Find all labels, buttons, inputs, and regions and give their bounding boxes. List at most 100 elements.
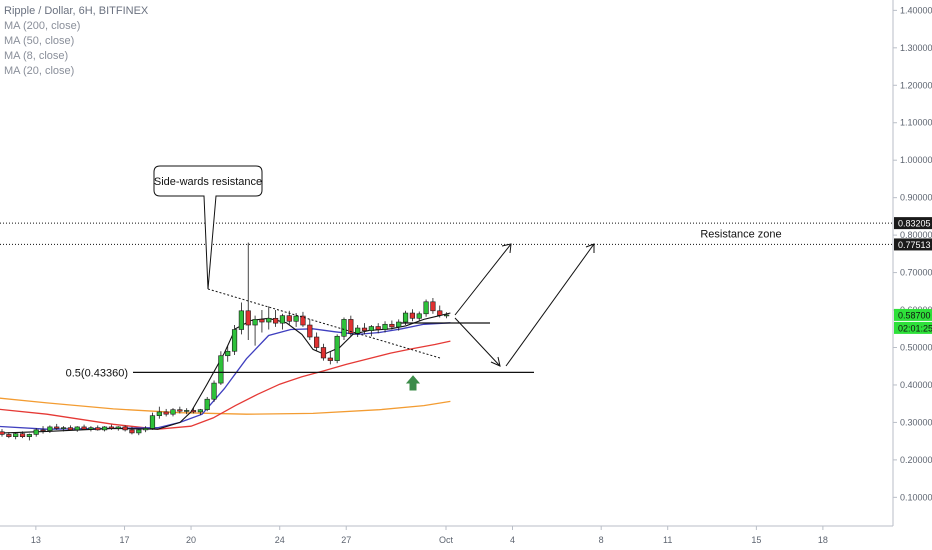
- ma20-line: [0, 322, 451, 430]
- price-badge-resistance-low-label: 0.77513: [898, 240, 931, 250]
- candle: [102, 426, 108, 432]
- price-badge-last-bg: [894, 308, 932, 321]
- candle-body: [6, 434, 12, 437]
- candle-body: [314, 336, 320, 348]
- candle-body: [33, 429, 39, 435]
- candle: [389, 320, 395, 330]
- candle-body: [430, 301, 436, 312]
- candle: [163, 408, 169, 417]
- candle-body: [409, 312, 416, 319]
- y-tick-label: 1.20000: [900, 80, 932, 90]
- candle-body: [402, 312, 409, 323]
- candle: [6, 432, 12, 439]
- candle-body: [47, 426, 53, 431]
- candle-body: [95, 427, 101, 431]
- candle: [430, 298, 436, 314]
- projection-arrowhead-2: [585, 243, 595, 253]
- candle: [272, 310, 279, 327]
- candle-body: [170, 409, 176, 415]
- y-tick-label: 0.50000: [900, 343, 932, 353]
- candle-body: [122, 426, 128, 431]
- candle-body: [102, 426, 108, 431]
- candle-body: [341, 319, 347, 337]
- candle: [259, 310, 265, 333]
- candle: [26, 433, 32, 441]
- candle: [355, 325, 361, 338]
- candle-body: [348, 319, 354, 334]
- y-tick-label: 1.10000: [900, 118, 932, 128]
- candle-body: [423, 301, 429, 315]
- candle-body: [225, 350, 231, 357]
- x-tick-label: 4: [510, 535, 515, 545]
- candle: [177, 406, 183, 414]
- candle: [279, 313, 286, 330]
- x-tick-label: 8: [599, 535, 604, 545]
- candle: [327, 351, 333, 365]
- candle: [108, 424, 115, 430]
- candle-body: [149, 415, 156, 429]
- y-tick-label: 0.70000: [900, 268, 932, 278]
- candle-body: [143, 428, 149, 431]
- candle: [149, 412, 156, 430]
- y-tick-label: 1.40000: [900, 5, 932, 15]
- legend-ma20: MA (20, close): [4, 65, 75, 77]
- price-badge-resistance-low-bg: [894, 238, 932, 251]
- candle: [95, 425, 101, 431]
- candle-body: [300, 315, 306, 326]
- projection-arrow-up-1: [454, 243, 512, 316]
- candle-body: [60, 427, 67, 429]
- candle-body: [272, 317, 279, 324]
- candle: [184, 408, 190, 415]
- candle-body: [26, 434, 32, 437]
- candle-body: [136, 429, 142, 434]
- candle-body: [266, 317, 272, 323]
- candle: [60, 426, 67, 432]
- candle: [0, 429, 5, 437]
- candle: [348, 315, 354, 337]
- candle-body: [238, 310, 245, 330]
- candle-body: [307, 324, 313, 338]
- x-tick-label: 27: [341, 535, 351, 545]
- candle: [33, 428, 39, 437]
- candle: [320, 343, 327, 361]
- candle: [245, 242, 251, 341]
- candle-body: [416, 313, 422, 319]
- candle: [300, 311, 306, 327]
- candle-body: [259, 319, 265, 323]
- projection-arrowhead-1: [501, 243, 512, 254]
- green-up-arrow-icon: [405, 375, 421, 391]
- x-tick-label: Oct: [439, 535, 454, 545]
- candle-body: [286, 315, 292, 322]
- resistance-zone-label: Resistance zone: [700, 228, 781, 240]
- candle: [437, 305, 443, 318]
- price-badge-last-label: 0.58700: [898, 310, 931, 320]
- candle-body: [361, 327, 368, 331]
- candle-body: [320, 347, 327, 359]
- ma200-line: [0, 397, 451, 415]
- legend-ma50: MA (50, close): [4, 35, 75, 47]
- y-tick-label: 0.20000: [900, 455, 932, 465]
- candle-body: [231, 329, 238, 352]
- candle: [218, 351, 224, 385]
- x-tick-label: 11: [663, 535, 672, 545]
- candle: [40, 426, 46, 434]
- y-tick-label: 0.40000: [900, 380, 932, 390]
- fib-level-label: 0.5(0.43360): [66, 367, 128, 379]
- candle: [136, 429, 142, 436]
- candle: [197, 408, 203, 415]
- sidewards-trendline: [207, 288, 441, 359]
- projection-arrowhead-down: [490, 356, 501, 367]
- candle-body: [129, 429, 135, 434]
- candle: [204, 396, 210, 412]
- candle: [334, 334, 340, 364]
- candle-body: [355, 327, 361, 334]
- candle-body: [88, 427, 94, 430]
- candle-body: [177, 409, 183, 412]
- projection-arrow-down: [454, 317, 501, 367]
- candle: [266, 306, 272, 330]
- candle: [211, 380, 217, 402]
- candle: [409, 309, 416, 322]
- candle-body: [163, 411, 169, 415]
- candle: [252, 315, 258, 346]
